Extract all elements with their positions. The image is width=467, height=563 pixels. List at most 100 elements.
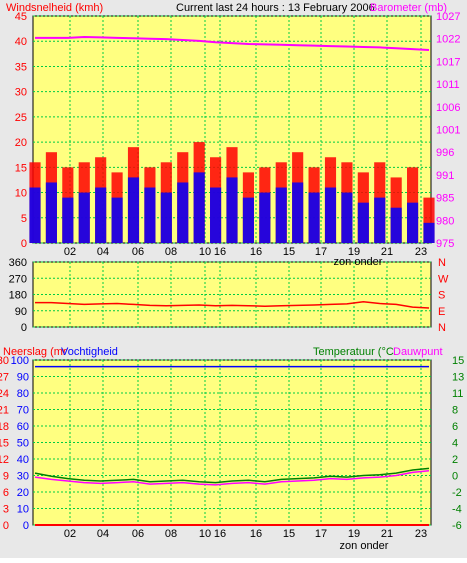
temperature-tick-label: 13 (452, 372, 464, 384)
humidity-tick-label: 40 (17, 454, 29, 466)
wind_avg-bar (324, 187, 337, 243)
barometer-tick-label: 980 (436, 215, 454, 227)
barometer-tick-label: 1022 (436, 34, 460, 46)
dewpoint-axis-title: Dauwpunt (393, 346, 443, 358)
x-tick-label: 15 (283, 528, 295, 540)
rain-axis-title: Neerslag (mr (3, 346, 67, 358)
barometer-tick-label: 975 (436, 238, 454, 250)
wind-tick-label: 25 (15, 112, 27, 124)
x-tick-label: 16 (214, 246, 226, 258)
humidity-tick-label: 80 (17, 388, 29, 400)
barometer-tick-label: 1027 (436, 11, 460, 23)
barometer-tick-label: 996 (436, 147, 454, 159)
wind_avg-bar (144, 187, 156, 243)
barometer-tick-label: 991 (436, 170, 454, 182)
rain-tick-label: 30 (0, 355, 9, 367)
wind_avg-bar (210, 187, 222, 243)
wind_avg-bar (374, 197, 386, 243)
barometer-tick-label: 1001 (436, 125, 460, 137)
rain-tick-label: 9 (3, 471, 9, 483)
barometer-tick-label: 985 (436, 193, 454, 205)
wind-axis-title: Windsnelheid (kmh) (6, 2, 103, 14)
compass-tick-label: E (438, 306, 445, 318)
humidity-tick-label: 100 (11, 355, 29, 367)
rain-tick-label: 3 (3, 504, 9, 516)
direction-tick-label: 0 (21, 322, 27, 334)
humidity-tick-label: 60 (17, 421, 29, 433)
wind_avg-bar (341, 192, 353, 243)
wind_avg-bar (242, 197, 254, 243)
direction-line (35, 300, 430, 309)
x-tick-label: 21 (381, 528, 393, 540)
x-tick-label: 23 (415, 528, 427, 540)
wind_avg-bar (193, 172, 205, 243)
compass-tick-label: N (438, 322, 446, 334)
humidity-tick-label: 50 (17, 438, 29, 450)
wind_avg-bar (111, 197, 123, 243)
humidity-tick-label: 20 (17, 487, 29, 499)
wind_avg-bar (226, 177, 238, 243)
wind-tick-label: 45 (15, 11, 27, 23)
wind_avg-bar (45, 182, 57, 243)
rain-tick-label: 12 (0, 454, 9, 466)
x-tick-label: 10 (199, 246, 211, 258)
wind_avg-bar (127, 177, 140, 243)
x-tick-label: 16 (250, 528, 262, 540)
x-tick-label: 15 (283, 246, 295, 258)
wind_avg-bar (423, 222, 435, 243)
barometer-line (35, 35, 430, 52)
x-tick-label: 10 (199, 528, 211, 540)
wind_avg-bar (308, 192, 320, 243)
humidity-tick-label: 90 (17, 372, 29, 384)
barometer-tick-label: 1006 (436, 102, 460, 114)
temperature-line (34, 467, 430, 484)
wind_avg-bar (390, 207, 402, 243)
wind-tick-label: 10 (15, 188, 27, 200)
rain-tick-label: 0 (3, 520, 9, 532)
x-tick-label: 16 (214, 528, 226, 540)
x-tick-label: 04 (97, 528, 109, 540)
x-tick-label: 23 (415, 246, 427, 258)
barometer-tick-label: 1011 (436, 79, 460, 91)
humidity-axis-title: Vochtigheid (61, 346, 118, 358)
wind_avg-bar (407, 202, 419, 243)
temperature-tick-label: -4 (452, 504, 462, 516)
wind_avg-bar (62, 197, 74, 243)
chart-title: Current last 24 hours : 13 February 2006 (176, 2, 375, 14)
wind_avg-bar (78, 192, 90, 243)
x-tick-label: 17 (315, 528, 327, 540)
rain-tick-label: 24 (0, 388, 9, 400)
x-tick-label: 02 (64, 246, 76, 258)
temperature-tick-label: 15 (452, 355, 464, 367)
barometer-axis-title: Barometer (mb) (370, 2, 447, 14)
x-tick-label: 02 (64, 528, 76, 540)
temperature-tick-label: 8 (452, 405, 458, 417)
wind-tick-label: 20 (15, 137, 27, 149)
rain-tick-label: 21 (0, 405, 9, 417)
x-tick-label: 19 (348, 528, 360, 540)
compass-tick-label: W (438, 273, 449, 285)
wind-tick-label: 15 (15, 162, 27, 174)
wind_avg-bar (160, 192, 172, 243)
wind_avg-bar (275, 187, 287, 243)
direction-tick-label: 180 (9, 290, 27, 302)
wind_avg-bar (95, 187, 107, 243)
temperature-axis-title: Temperatuur (°C (313, 346, 394, 358)
x-tick-label: 04 (97, 246, 109, 258)
sunset-annotation: zon onder (334, 256, 383, 268)
direction-tick-label: 360 (9, 257, 27, 269)
direction-tick-label: 90 (15, 306, 27, 318)
temperature-tick-label: 6 (452, 421, 458, 433)
sunset-annotation: zon onder (340, 540, 389, 552)
wind-tick-label: 5 (21, 213, 27, 225)
rain-tick-label: 15 (0, 438, 9, 450)
compass-tick-label: N (438, 257, 446, 269)
x-tick-label: 06 (132, 246, 144, 258)
direction-plot-area (32, 261, 432, 328)
temp-humidity-plot-area (32, 359, 432, 526)
compass-tick-label: S (438, 290, 445, 302)
x-tick-label: 17 (315, 246, 327, 258)
wind-tick-label: 30 (15, 87, 27, 99)
